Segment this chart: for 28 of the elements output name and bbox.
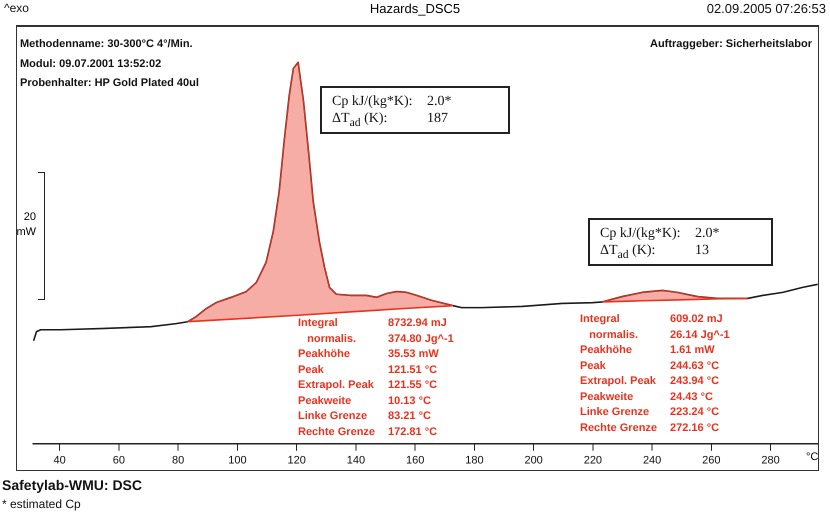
- annotation: Modul: 09.07.2001 13:52:02: [20, 58, 162, 70]
- x-tick-label: 260: [702, 454, 721, 466]
- x-tick-label: 200: [524, 454, 543, 466]
- x-tick-label: 220: [584, 454, 602, 466]
- text: Safetylab-WMU: DSC: [2, 477, 142, 493]
- text: Methodenname: 30-300°C 4°/Min.: [20, 38, 193, 50]
- annotation: Probenhalter: HP Gold Plated 40ul: [20, 77, 199, 89]
- x-axis-title: °C: [806, 451, 818, 463]
- x-tick-label: 60: [112, 454, 126, 466]
- text: Cp kJ/(kg*K): 2.0* ΔT$_{ad}$ (K): 187: [332, 94, 452, 129]
- text: ^exo: [4, 1, 29, 15]
- x-tick-label: 180: [465, 454, 484, 466]
- text: * estimated Cp: [2, 497, 81, 511]
- x-tick-label: 80: [172, 454, 184, 466]
- x-tick-label: 280: [761, 454, 780, 466]
- text: Integral 609.02 mJ normalis. 26.14 Jg^-1 Peakhöhe 1.61 mW Peak 244.63 °C Extrapol. Peak 243.94 °C Peakweite 24.43 °C Linke Grenze 223.24 °C Rechte Grenze 272.16 °C: [580, 313, 730, 434]
- x-tick-label: 100: [228, 454, 247, 466]
- text: Auftraggeber: Sicherheitslabor: [650, 38, 812, 50]
- chart-title: Hazards_DSC5: [370, 1, 460, 16]
- x-tick-label: 120: [287, 454, 306, 466]
- x-tick-label: 140: [346, 454, 366, 466]
- text: Cp kJ/(kg*K): 2.0* ΔT$_{ad}$ (K): 13: [600, 226, 720, 261]
- annotation: 20 mW: [15, 210, 36, 240]
- x-tick-label: 240: [642, 454, 662, 466]
- x-tick-label: 40: [54, 454, 66, 466]
- text: Integral 8732.94 mJ normalis. 374.80 Jg^-1 Peakhöhe 35.53 mW Peak 121.51 °C Extrapol. Peak 121.55 °C Peakweite 10.13 °C Linke Grenze 83.21 °C Rechte Grenze 172.81 °C: [298, 317, 454, 438]
- text: 02.09.2005 07:26:53: [706, 1, 826, 16]
- x-tick-label: 160: [406, 454, 424, 466]
